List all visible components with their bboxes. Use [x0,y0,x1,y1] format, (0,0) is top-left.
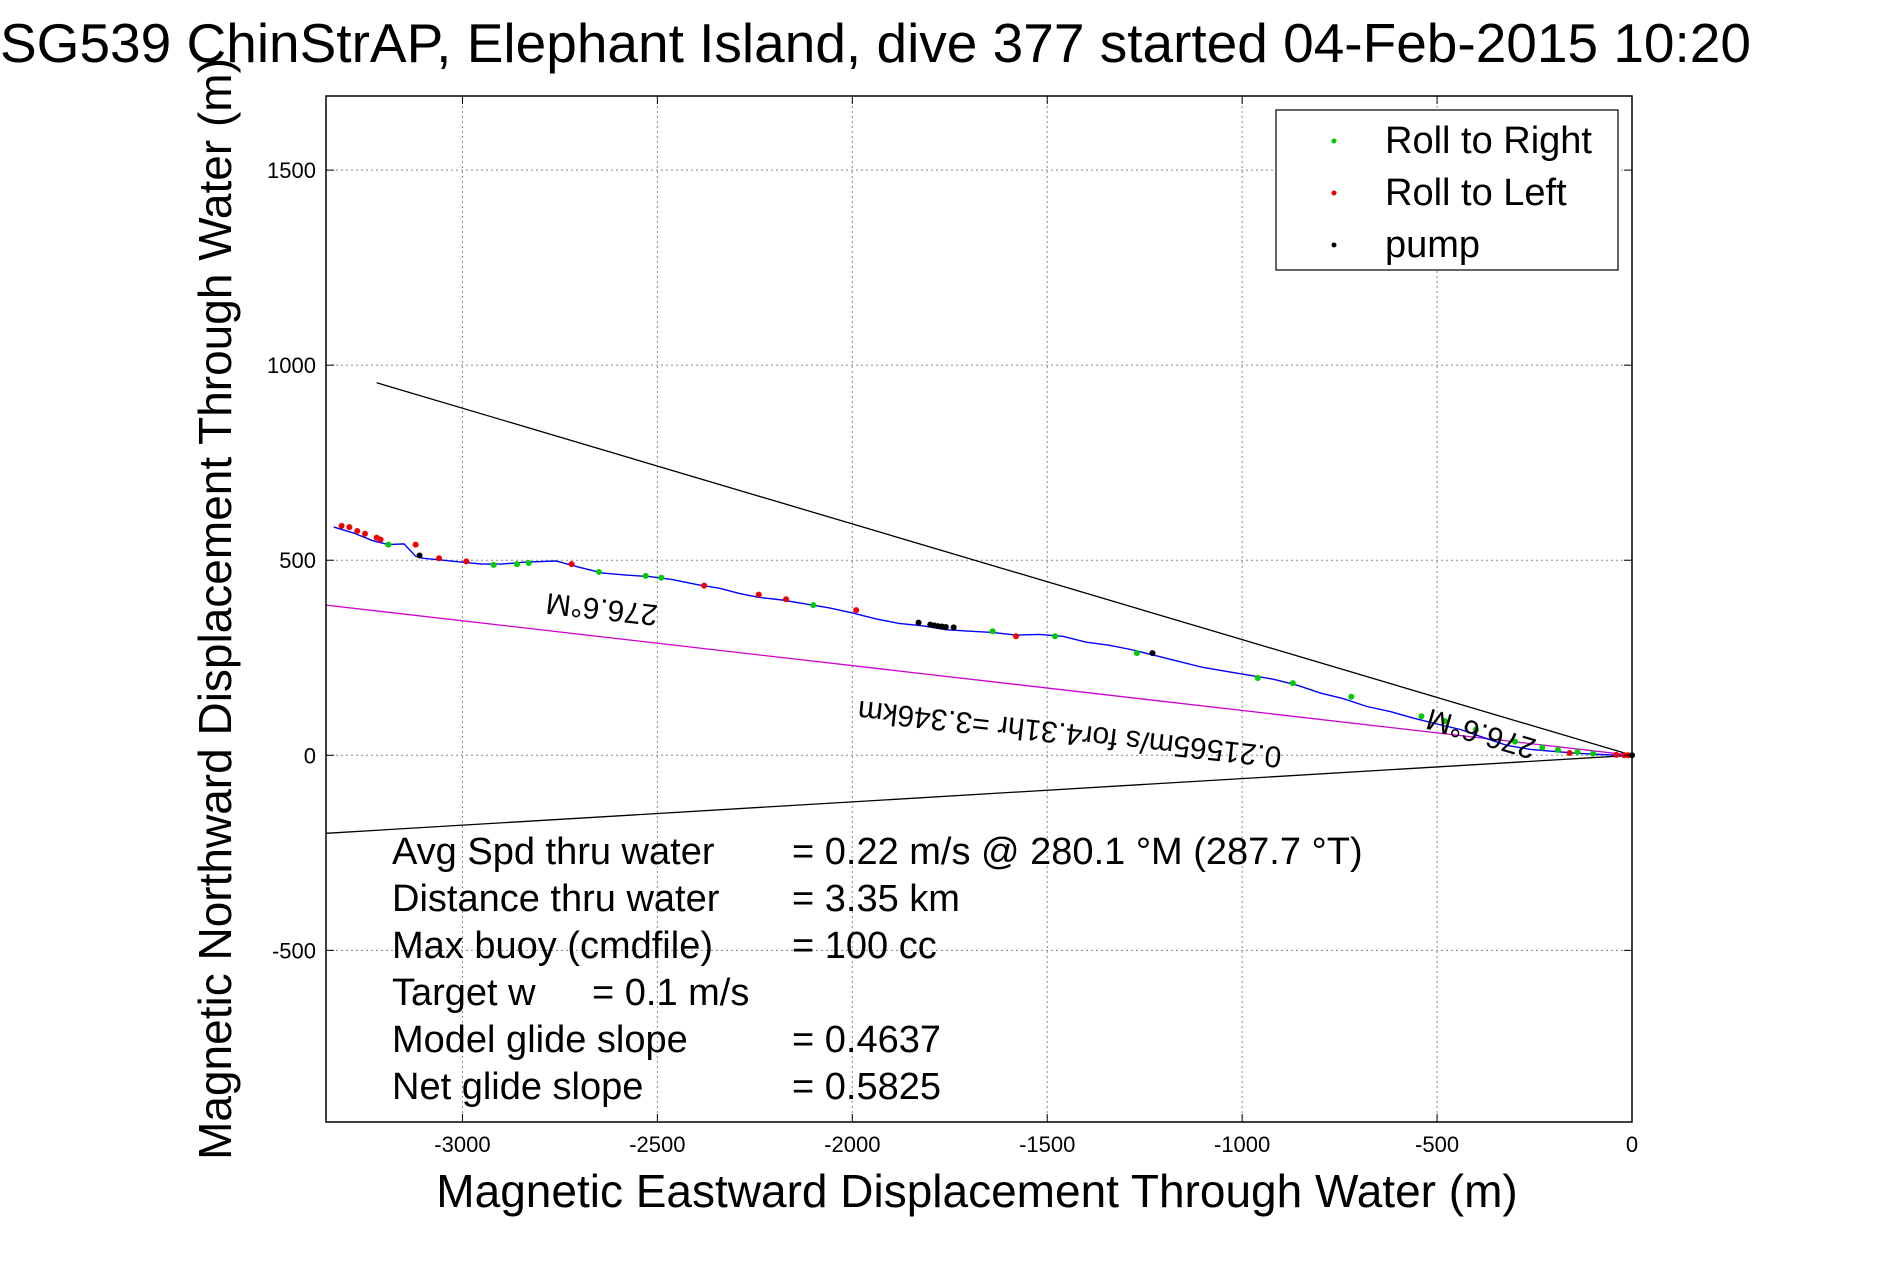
x-tick-label: -1000 [1214,1132,1270,1157]
track-polyline [333,526,1632,756]
roll-right-marker [989,628,996,635]
x-tick-label: -2500 [629,1132,685,1157]
roll-right-marker [595,568,602,575]
stat-value: = 100 cc [792,925,937,967]
x-axis-label: Magnetic Eastward Displacement Through W… [436,1165,1517,1217]
roll-left-marker [755,591,762,598]
cone-line [325,754,1633,834]
x-tick-label: -500 [1415,1132,1459,1157]
heading-cone-lines [325,382,1633,834]
roll-right-marker [1052,633,1059,640]
y-tick-label: 1500 [267,158,316,183]
roll-right-marker [1512,738,1519,745]
legend-marker [1331,190,1337,196]
x-axis-ticks: -3000 -2500 -2000 -1500 -1000 -500 0 [434,96,1638,1157]
track-line [333,526,1632,756]
y-tick-label: 500 [279,548,316,573]
legend-label: Roll to Left [1385,172,1567,214]
stat-label: Model glide slope [392,1019,688,1061]
roll-right-marker [1441,717,1448,724]
stats-block: Avg Spd thru water = 0.22 m/s @ 280.1 °M … [392,831,1363,1108]
roll-left-marker [1566,749,1573,756]
roll-right-marker [1133,650,1140,657]
roll-left-marker [783,596,790,603]
legend: Roll to Right Roll to Left pump [1275,109,1619,271]
stat-value: = 0.1 m/s [592,972,749,1014]
markers [338,522,1635,759]
stat-value: = 0.22 m/s @ 280.1 °M (287.7 °T) [792,831,1363,873]
roll-left-marker [1613,751,1620,758]
pump-marker [915,619,922,626]
y-axis-ticks: 1500 1000 500 0 -500 [267,158,1632,963]
y-tick-label: 1000 [267,353,316,378]
roll-left-marker [377,536,384,543]
y-axis-label: Magnetic Northward Displacement Through … [189,58,241,1160]
roll-right-marker [1418,713,1425,720]
roll-right-marker [1590,750,1597,757]
pump-marker [942,623,949,630]
roll-left-marker [354,527,361,534]
roll-right-marker [810,602,817,609]
current-line-segment [325,604,1633,756]
stat-value: = 0.5825 [792,1066,941,1108]
x-tick-label: -2000 [824,1132,880,1157]
stat-label: Distance thru water [392,878,720,920]
stat-label: Target w [392,972,536,1014]
roll-right-marker [385,541,392,548]
roll-right-marker [1473,726,1480,733]
roll-left-marker [1013,633,1020,640]
chart-title: SG539 ChinStrAP, Elephant Island, dive 3… [0,12,1751,74]
roll-left-marker [436,555,443,562]
legend-marker [1331,138,1337,144]
stat-label: Avg Spd thru water [392,831,715,873]
roll-right-marker [1254,675,1261,682]
roll-right-marker [490,561,497,568]
roll-right-marker [514,561,521,568]
legend-marker [1331,242,1337,248]
x-tick-label: 0 [1626,1132,1638,1157]
roll-right-marker [1554,746,1561,753]
legend-label: Roll to Right [1385,120,1592,162]
x-tick-label: -3000 [434,1132,490,1157]
pump-marker [950,624,957,631]
annotation-label: 276.6°M [544,586,659,631]
roll-left-marker [463,558,470,565]
stat-label: Max buoy (cmdfile) [392,925,713,967]
roll-left-marker [701,582,708,589]
stat-value: = 3.35 km [792,878,960,920]
roll-right-marker [1289,680,1296,687]
roll-left-marker [338,522,345,529]
stat-label: Net glide slope [392,1066,643,1108]
roll-right-marker [1574,749,1581,756]
stat-value: = 0.4637 [792,1019,941,1061]
roll-right-marker [1539,744,1546,751]
pump-marker [1149,650,1156,657]
roll-right-marker [1348,693,1355,700]
y-tick-label: -500 [272,938,316,963]
roll-right-marker [525,559,532,566]
legend-label: pump [1385,224,1480,266]
cone-line [376,382,1633,756]
roll-left-marker [568,561,575,568]
annotation-label: 0.21565m/s for4.31hr =3.346km [856,694,1283,774]
pump-marker [416,552,423,559]
roll-left-marker [346,524,353,531]
roll-right-marker [642,572,649,579]
roll-right-marker [658,574,665,581]
current-line [325,604,1633,756]
annotations: 276.6°M0.21565m/s for4.31hr =3.346km 276.… [544,586,1539,773]
plot-frame [325,95,1633,1123]
roll-left-marker [853,607,860,614]
y-tick-label: 0 [304,743,316,768]
x-tick-label: -1500 [1019,1132,1075,1157]
roll-left-marker [412,541,419,548]
roll-left-marker [361,530,368,537]
